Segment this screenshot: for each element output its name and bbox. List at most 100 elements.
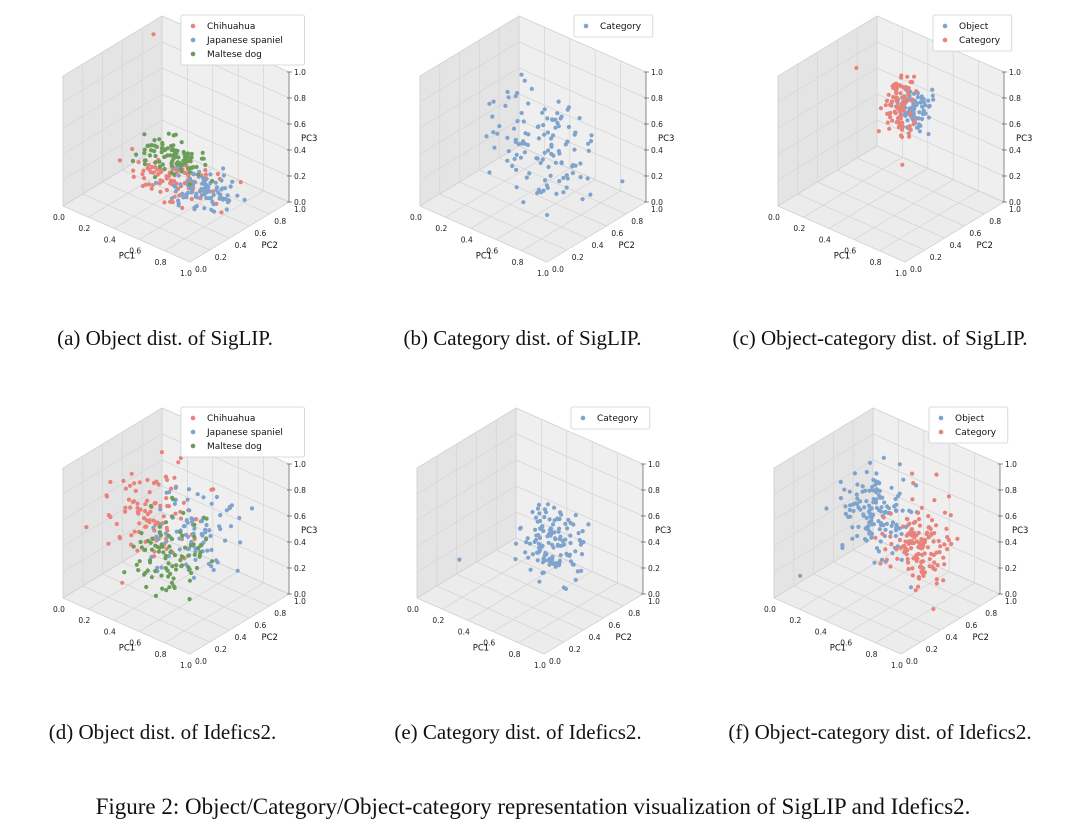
- data-point: [576, 531, 581, 536]
- data-point: [117, 158, 122, 163]
- data-point: [228, 184, 233, 189]
- data-point: [151, 525, 156, 530]
- data-point: [149, 186, 154, 191]
- data-point: [145, 477, 150, 483]
- data-point: [878, 509, 884, 514]
- panel-e: 0.0 0.0 0.0 0.2 0.2 0.2 0.4 0.4 0.4 0.6 0.6 0.6 0.8 0…: [407, 406, 671, 670]
- data-point: [529, 86, 534, 91]
- data-point: [948, 513, 953, 518]
- data-point: [565, 176, 570, 181]
- data-point: [914, 483, 919, 488]
- data-point: [868, 460, 873, 465]
- data-point: [897, 537, 903, 543]
- y-tick-label: 0.8: [985, 609, 997, 618]
- data-point: [161, 514, 166, 519]
- data-point: [934, 472, 939, 477]
- y-tick-label: 0.8: [274, 609, 286, 618]
- data-point: [541, 123, 546, 128]
- panel-c: 0.0 0.0 0.0 0.2 0.2 0.2 0.4 0.4 0.4 0.6 0.6 0.6 0.8 0…: [768, 14, 1032, 278]
- data-point: [164, 536, 169, 541]
- data-point: [885, 111, 890, 116]
- data-point: [854, 65, 859, 70]
- data-point: [143, 570, 148, 576]
- data-point: [927, 557, 932, 562]
- y-tick-label: 0.4: [950, 241, 962, 250]
- data-point: [235, 568, 240, 573]
- data-point: [566, 517, 571, 523]
- data-point: [867, 529, 872, 534]
- data-point: [934, 577, 939, 582]
- data-point: [186, 487, 192, 492]
- data-point: [106, 541, 111, 546]
- data-point: [127, 483, 133, 488]
- data-point: [238, 180, 243, 185]
- data-point: [898, 91, 903, 96]
- data-point: [916, 576, 922, 581]
- data-point: [177, 547, 182, 552]
- grid-line: [62, 205, 191, 263]
- data-point: [557, 179, 562, 184]
- grid-line: [515, 433, 644, 491]
- data-point: [899, 557, 904, 563]
- data-point: [916, 584, 921, 589]
- grid-line: [62, 459, 163, 521]
- data-point: [138, 539, 143, 545]
- data-point: [189, 155, 194, 160]
- data-point: [186, 166, 191, 171]
- data-point: [515, 91, 520, 96]
- data-point: [192, 552, 197, 557]
- data-point: [191, 575, 197, 580]
- data-point: [228, 524, 234, 529]
- data-point: [199, 543, 204, 548]
- y-axis-label: PC2: [619, 241, 635, 251]
- grid-line: [419, 15, 520, 77]
- z-tick-label: 1.0: [294, 68, 306, 77]
- y-tick-label: 0.6: [965, 621, 977, 630]
- data-point: [851, 508, 856, 514]
- data-point: [514, 185, 519, 190]
- data-point: [540, 110, 545, 115]
- data-point: [192, 526, 197, 531]
- grid-line: [445, 156, 545, 218]
- data-point: [866, 524, 871, 529]
- data-point: [171, 576, 176, 581]
- data-point: [135, 505, 140, 511]
- data-point: [140, 183, 145, 189]
- data-point: [137, 480, 142, 485]
- grid-line: [879, 190, 979, 252]
- data-point: [519, 110, 524, 116]
- data-point: [181, 195, 186, 200]
- data-point: [533, 515, 539, 520]
- data-point: [868, 514, 873, 519]
- data-point: [568, 559, 574, 564]
- x-tick-label: 0.2: [793, 224, 805, 233]
- data-point: [855, 496, 860, 501]
- data-point: [145, 143, 150, 149]
- data-point: [146, 182, 152, 187]
- data-point: [909, 98, 914, 103]
- data-point: [221, 166, 226, 171]
- grid-line: [518, 93, 647, 151]
- x-tick-label: 0.0: [764, 605, 776, 614]
- grid-line: [416, 407, 517, 469]
- grid-line: [62, 485, 163, 547]
- data-point: [506, 95, 511, 100]
- data-point: [556, 124, 561, 129]
- x-tick-label: 0.8: [512, 258, 524, 267]
- grid-line: [62, 41, 163, 103]
- data-point: [579, 568, 584, 574]
- data-point: [177, 536, 182, 541]
- data-point: [223, 196, 228, 201]
- data-point: [187, 578, 192, 583]
- data-point: [535, 156, 540, 161]
- data-point: [175, 162, 180, 167]
- data-point: [518, 526, 523, 531]
- data-point: [544, 552, 549, 557]
- data-point: [926, 132, 931, 137]
- data-point: [203, 537, 209, 542]
- data-point: [202, 206, 207, 211]
- data-point: [916, 517, 922, 522]
- data-point: [167, 585, 172, 590]
- data-point: [946, 538, 952, 543]
- data-point: [169, 196, 174, 201]
